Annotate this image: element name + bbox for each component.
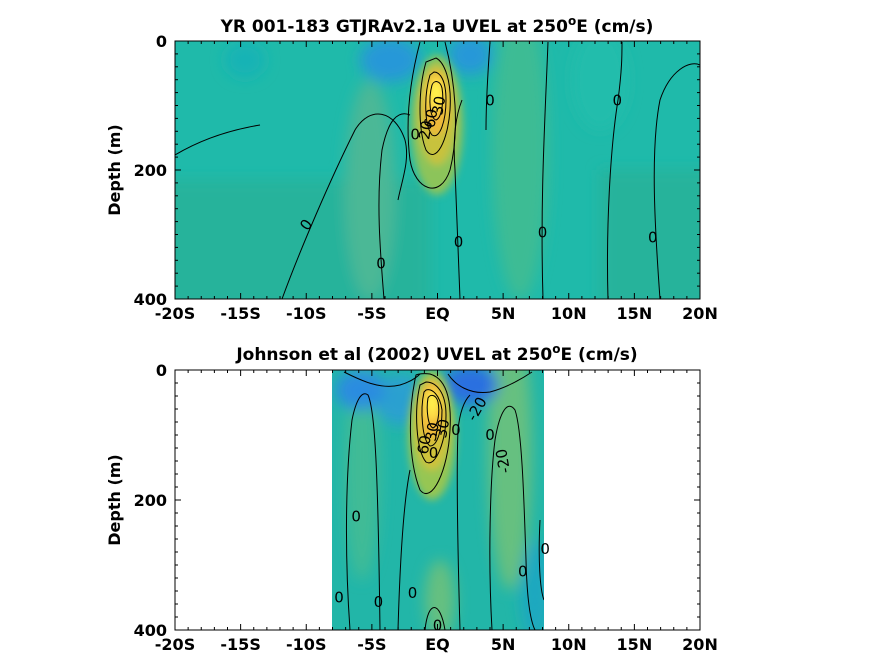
- contour-lines-bottom: [343, 371, 544, 630]
- x-ticks-top: -20S -15S -10S -5S EQ 5N 10N 15N 20N: [155, 41, 718, 323]
- contour-label: -20: [492, 447, 514, 474]
- ylabel-bottom: Depth (m): [105, 454, 124, 546]
- contour-label: 0: [485, 426, 495, 444]
- x-tick-label: 10N: [551, 304, 587, 323]
- contour-label: 0: [454, 233, 464, 251]
- y-tick-label: 0: [156, 361, 167, 380]
- y-tick-label: 400: [134, 290, 167, 309]
- contour-label: 0: [334, 589, 344, 607]
- y-tick-label: 400: [134, 621, 167, 640]
- y-tick-label: 200: [134, 491, 167, 510]
- panel-bottom: Johnson et al (2002) UVEL at 250oE (cm/s…: [105, 342, 718, 654]
- x-tick-label: -20S: [155, 635, 195, 654]
- contour-label: 0: [648, 229, 658, 247]
- contour-label: 0: [410, 126, 420, 144]
- contour-label: 0: [613, 91, 623, 109]
- y-tick-label: 200: [134, 161, 167, 180]
- y-ticks-bottom: 0 200 400: [134, 361, 700, 640]
- x-tick-label: -15S: [220, 304, 260, 323]
- contour-field-top: [175, 41, 700, 299]
- x-tick-label: EQ: [425, 304, 450, 323]
- contour-label: 0: [433, 616, 443, 634]
- contour-label: 0: [376, 255, 386, 273]
- contour-label: 30: [432, 418, 453, 440]
- contour-field-bottom: [332, 370, 544, 630]
- contour-label: 0: [351, 507, 361, 525]
- contour-label: 30: [428, 95, 449, 117]
- contour-label: 30: [422, 421, 443, 443]
- y-tick-label: 0: [156, 32, 167, 51]
- contour-label: 20: [415, 119, 436, 141]
- contour-label: 60: [420, 107, 441, 129]
- contour-label: 0: [374, 593, 384, 611]
- x-tick-label: -10S: [286, 635, 326, 654]
- contour-label: 0: [540, 540, 550, 558]
- ylabel-top: Depth (m): [105, 124, 124, 216]
- x-tick-label: EQ: [425, 635, 450, 654]
- contour-label: 0: [518, 563, 528, 581]
- contour-lines-top: [175, 41, 700, 299]
- x-tick-label: -15S: [220, 635, 260, 654]
- contour-label: 0: [538, 224, 548, 242]
- x-tick-label: 20N: [682, 304, 718, 323]
- x-tick-label: 15N: [617, 635, 653, 654]
- x-tick-label: 15N: [617, 304, 653, 323]
- contour-label: 0: [429, 444, 439, 462]
- x-tick-label: 5N: [491, 635, 516, 654]
- panel-top: YR 001-183 GTJRAv2.1a UVEL at 250oE (cm/…: [105, 14, 718, 323]
- contour-label: 0: [451, 421, 461, 439]
- x-tick-label: -5S: [357, 304, 386, 323]
- contour-label: 0: [408, 584, 418, 602]
- x-ticks-bottom: -20S -15S -10S -5S EQ 5N 10N 15N 20N: [155, 370, 718, 654]
- contour-label: 60: [414, 434, 435, 456]
- x-tick-label: -10S: [286, 304, 326, 323]
- title-top: YR 001-183 GTJRAv2.1a UVEL at 250oE (cm/…: [220, 14, 654, 37]
- x-tick-label: 5N: [491, 304, 516, 323]
- x-tick-label: -5S: [357, 635, 386, 654]
- x-tick-label: 20N: [682, 635, 718, 654]
- x-tick-label: -20S: [155, 304, 195, 323]
- title-bottom: Johnson et al (2002) UVEL at 250oE (cm/s…: [235, 342, 637, 365]
- contour-label: 0: [485, 91, 495, 109]
- x-tick-label: 10N: [551, 635, 587, 654]
